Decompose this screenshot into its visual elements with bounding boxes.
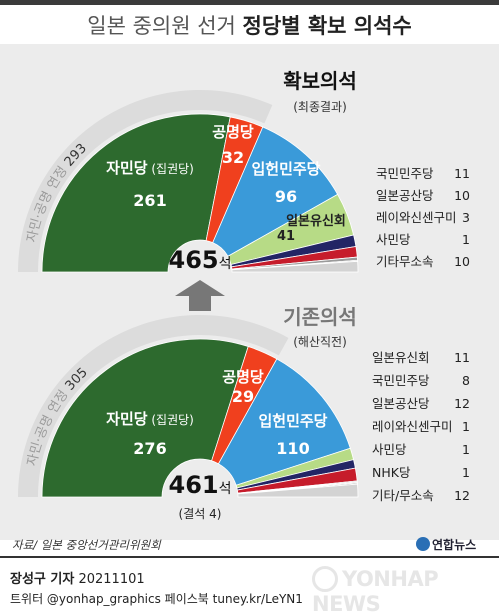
slice-value-1-3: 96 bbox=[275, 187, 297, 206]
legend-value-2-6: 1 bbox=[462, 465, 470, 480]
social-links: 트위터 @yonhap_graphics 페이스북 tuney.kr/LeYN1 bbox=[10, 592, 303, 606]
legend-value-1-1: 11 bbox=[454, 166, 470, 181]
yonhap-logo-text: 연합뉴스 bbox=[432, 538, 477, 552]
legend-value-2-5: 1 bbox=[462, 442, 470, 457]
page-title: 일본 중의원 선거 정당별 확보 의석수 bbox=[0, 10, 499, 40]
slice-value-2-3: 110 bbox=[276, 439, 309, 458]
legend-name-2-4: 레이와신센구미 bbox=[372, 419, 453, 434]
seat-slice-2-10 bbox=[237, 483, 359, 498]
slice-value-1-5: 41 bbox=[277, 229, 295, 244]
yonhap-watermark: YONHAP NEWS bbox=[312, 566, 499, 616]
legend-value-1-5: 10 bbox=[454, 254, 470, 269]
slice-value-2-1: 276 bbox=[133, 439, 166, 458]
legend-value-2-7: 12 bbox=[454, 488, 470, 503]
legend-name-1-4: 사민당 bbox=[376, 232, 411, 247]
byline-author: 장성구 기자 bbox=[10, 572, 75, 587]
coalition-arc-2 bbox=[18, 315, 289, 497]
total-unit-1: 석 bbox=[219, 256, 232, 272]
slice-value-1-1: 261 bbox=[133, 191, 166, 210]
top-bar bbox=[0, 0, 499, 5]
source-note: 자료/ 일본 중앙선거관리위원회 bbox=[12, 538, 161, 552]
total-seats-1: 465석 bbox=[169, 246, 232, 274]
legend-name-2-7: 기타/무소속 bbox=[372, 488, 434, 503]
legend-name-2-3: 일본공산당 bbox=[372, 396, 430, 411]
legend-name-1-2: 일본공산당 bbox=[376, 188, 434, 203]
seat-slice-2-3 bbox=[217, 358, 351, 486]
byline-date: 20211101 bbox=[78, 572, 145, 587]
footer-divider bbox=[0, 556, 499, 558]
legend-value-2-3: 12 bbox=[454, 396, 470, 411]
chart-subtitle-1: (최종결과) bbox=[293, 100, 347, 114]
seat-slice-1-3 bbox=[212, 126, 339, 257]
legend-value-1-3: 3 bbox=[462, 210, 470, 225]
chart-subtitle-2: (해산직전) bbox=[293, 335, 347, 349]
legend-value-2-1: 11 bbox=[454, 350, 470, 365]
slice-value-2-2: 29 bbox=[232, 387, 254, 406]
legend-name-1-5: 기타무소속 bbox=[376, 254, 434, 269]
legend-name-1-1: 국민민주당 bbox=[376, 166, 434, 181]
title-light: 일본 중의원 선거 bbox=[87, 14, 236, 38]
slice-name-2-3: 입헌민주당 bbox=[258, 412, 327, 430]
legend-value-2-4: 1 bbox=[462, 419, 470, 434]
slice-name-2-1: 자민당 (집권당) bbox=[106, 410, 194, 428]
yonhap-ring-icon bbox=[312, 566, 338, 592]
yonhap-dot-icon bbox=[416, 537, 430, 551]
yonhap-watermark-text: YONHAP NEWS bbox=[312, 567, 439, 616]
seat-slice-2-1 bbox=[41, 338, 249, 498]
seat-slice-1-9 bbox=[231, 260, 359, 273]
legend-name-2-5: 사민당 bbox=[372, 442, 407, 457]
legend-name-2-2: 국민민주당 bbox=[372, 373, 430, 388]
slice-name-1-2: 공명당 bbox=[212, 123, 254, 141]
byline: 장성구 기자 20211101 bbox=[10, 568, 145, 587]
legend-value-1-4: 1 bbox=[462, 232, 470, 247]
slice-sub-2: (집권당) bbox=[148, 413, 194, 427]
coalition-arc-1 bbox=[18, 90, 273, 272]
chart-title-1: 확보의석 bbox=[283, 69, 357, 93]
legend-name-1-3: 레이와신센구미 bbox=[376, 210, 457, 225]
slice-name-1-4: 일본유신회 bbox=[286, 213, 346, 229]
slice-sub-1: (집권당) bbox=[148, 162, 194, 176]
total-unit-2: 석 bbox=[219, 481, 232, 497]
total-note-2: (결석 4) bbox=[179, 507, 222, 521]
slice-name-2-2: 공명당 bbox=[222, 368, 264, 386]
up-arrow-icon bbox=[175, 280, 225, 311]
total-seats-2: 461석 bbox=[169, 471, 232, 499]
slice-value-1-2: 32 bbox=[222, 148, 244, 167]
legend-name-2-1: 일본유신회 bbox=[372, 350, 430, 365]
yonhap-logo-small: 연합뉴스 bbox=[416, 536, 476, 553]
chart-title-2: 기존의석 bbox=[283, 305, 357, 329]
legend-name-2-6: NHK당 bbox=[372, 465, 411, 480]
legend-value-1-2: 10 bbox=[454, 188, 470, 203]
legend-value-2-2: 8 bbox=[462, 373, 470, 388]
slice-name-1-1: 자민당 (집권당) bbox=[106, 159, 194, 177]
title-bold: 정당별 확보 의석수 bbox=[242, 14, 412, 38]
slice-name-1-3: 입헌민주당 bbox=[251, 160, 320, 178]
seat-slice-1-1 bbox=[41, 113, 231, 273]
